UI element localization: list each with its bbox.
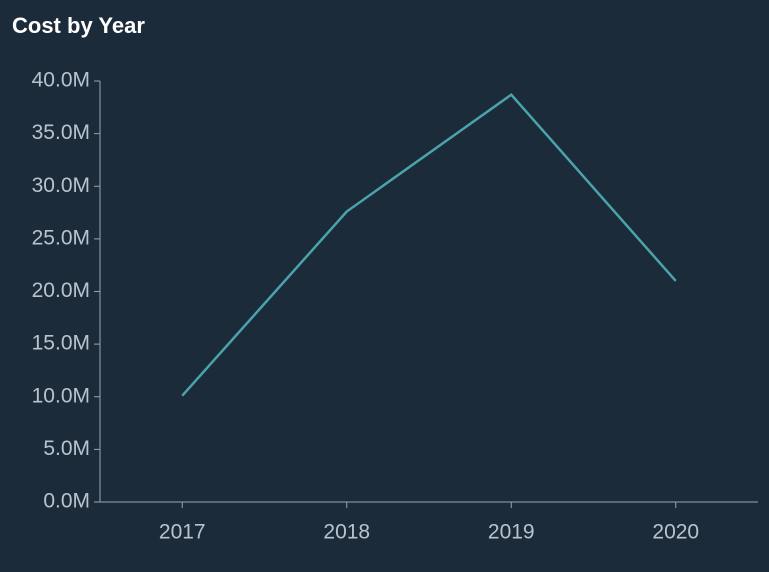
y-tick-label: 40.0M	[32, 69, 90, 92]
y-tick-label: 10.0M	[32, 384, 90, 407]
x-tick-label: 2020	[652, 521, 699, 544]
y-tick-label: 30.0M	[32, 174, 90, 197]
y-tick-label: 20.0M	[32, 279, 90, 302]
x-tick-label: 2018	[323, 521, 370, 544]
chart-title: Cost by Year	[12, 13, 145, 38]
x-tick-label: 2017	[159, 521, 206, 544]
y-tick-label: 25.0M	[32, 226, 90, 249]
y-tick-label: 5.0M	[43, 437, 90, 460]
y-tick-label: 0.0M	[43, 490, 90, 513]
x-tick-label: 2019	[488, 521, 535, 544]
line	[181, 93, 677, 397]
y-tick-label: 35.0M	[32, 121, 90, 144]
y-tick-label: 15.0M	[32, 332, 90, 355]
